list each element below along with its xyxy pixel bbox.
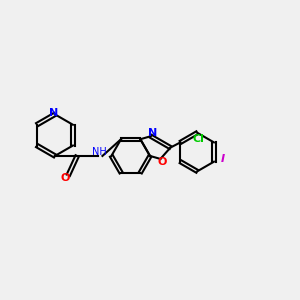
Text: O: O (157, 157, 167, 167)
Text: N: N (148, 128, 157, 138)
Text: O: O (61, 173, 70, 183)
Text: I: I (221, 154, 225, 164)
Text: NH: NH (92, 147, 107, 158)
Text: Cl: Cl (193, 134, 205, 144)
Text: N: N (49, 108, 58, 118)
